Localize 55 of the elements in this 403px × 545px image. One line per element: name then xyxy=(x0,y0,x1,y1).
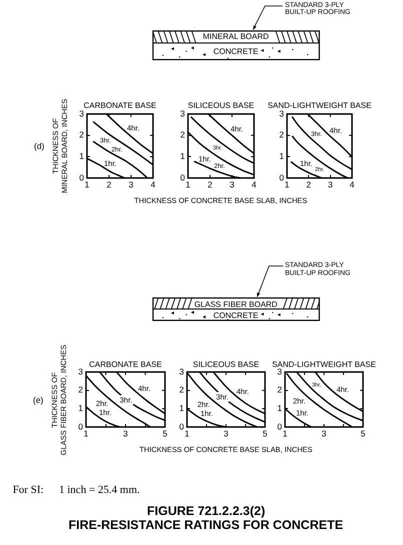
x-tick-label: 2 xyxy=(208,178,213,189)
y-tick-label: 0 xyxy=(78,421,84,432)
y-tick-label: 1 xyxy=(277,403,282,414)
y-tick-label: 3 xyxy=(78,366,84,376)
y-tick-label: 3 xyxy=(278,108,284,118)
y-tick-label: 1 xyxy=(278,150,284,161)
text: 1 inch = 25.4 mm. xyxy=(59,484,140,496)
chart-title: CARBONATE BASE xyxy=(89,360,162,369)
text: CONCRETE xyxy=(213,46,258,56)
y-tick-label: 2 xyxy=(179,384,184,395)
y-tick-label: 3 xyxy=(179,366,184,376)
text: CONCRETE xyxy=(213,310,258,320)
y-tick-label: 2 xyxy=(277,384,282,395)
y-tick-label: 3 xyxy=(180,108,186,118)
text: FIGURE 721.2.2.3(2) xyxy=(147,504,266,518)
x-tick-label: 4 xyxy=(150,178,156,189)
y-tick-label: 3 xyxy=(79,108,84,118)
text: MINERAL BOARD xyxy=(202,32,269,42)
y-tick-label: 0 xyxy=(277,421,282,432)
y-tick-label: 2 xyxy=(180,129,186,140)
y-tick-label: 2 xyxy=(79,129,84,140)
x-tick-label: 3 xyxy=(322,428,327,438)
x-tick-label: 3 xyxy=(230,178,235,189)
text: GLASS FIBER BOARD xyxy=(194,300,278,308)
y-tick-label: 2 xyxy=(278,129,284,140)
x-tick-label: 3 xyxy=(224,428,229,438)
x-tick-label: 2 xyxy=(306,178,311,189)
chart-title: CARBONATE BASE xyxy=(84,100,156,110)
y-tick-label: 1 xyxy=(79,150,84,161)
chart-title: SILICEOUS BASE xyxy=(192,360,260,369)
x-tick-label: 5 xyxy=(360,428,366,438)
chart-title: SAND-LIGHTWEIGHT BASE xyxy=(272,360,376,369)
text: For SI: xyxy=(12,484,44,496)
x-tick-label: 3 xyxy=(123,428,128,438)
y-tick-label: 0 xyxy=(180,172,186,182)
y-tick-label: 0 xyxy=(278,172,284,182)
y-tick-label: 1 xyxy=(180,150,186,161)
x-tick-label: 3 xyxy=(128,178,134,189)
x-tick-label: 5 xyxy=(162,428,168,438)
y-tick-label: 3 xyxy=(277,366,282,376)
x-tick-label: 4 xyxy=(349,178,354,189)
chart-title: SILICEOUS BASE xyxy=(188,100,254,110)
text: (e) xyxy=(33,394,44,404)
y-tick-label: 2 xyxy=(78,384,84,395)
y-tick-label: 0 xyxy=(79,172,84,182)
x-tick-label: 4 xyxy=(252,178,257,189)
y-tick-label: 1 xyxy=(179,403,184,414)
x-tick-label: 2 xyxy=(106,178,112,189)
y-tick-label: 1 xyxy=(78,403,84,414)
y-tick-label: 0 xyxy=(179,421,184,432)
x-tick-label: 5 xyxy=(262,428,268,438)
chart-title: SAND-LIGHTWEIGHT BASE xyxy=(267,100,371,110)
text: FIRE-RESISTANCE RATINGS FOR CONCRETE xyxy=(68,518,344,532)
x-tick-label: 3 xyxy=(327,178,332,189)
text: (d) xyxy=(34,140,44,150)
